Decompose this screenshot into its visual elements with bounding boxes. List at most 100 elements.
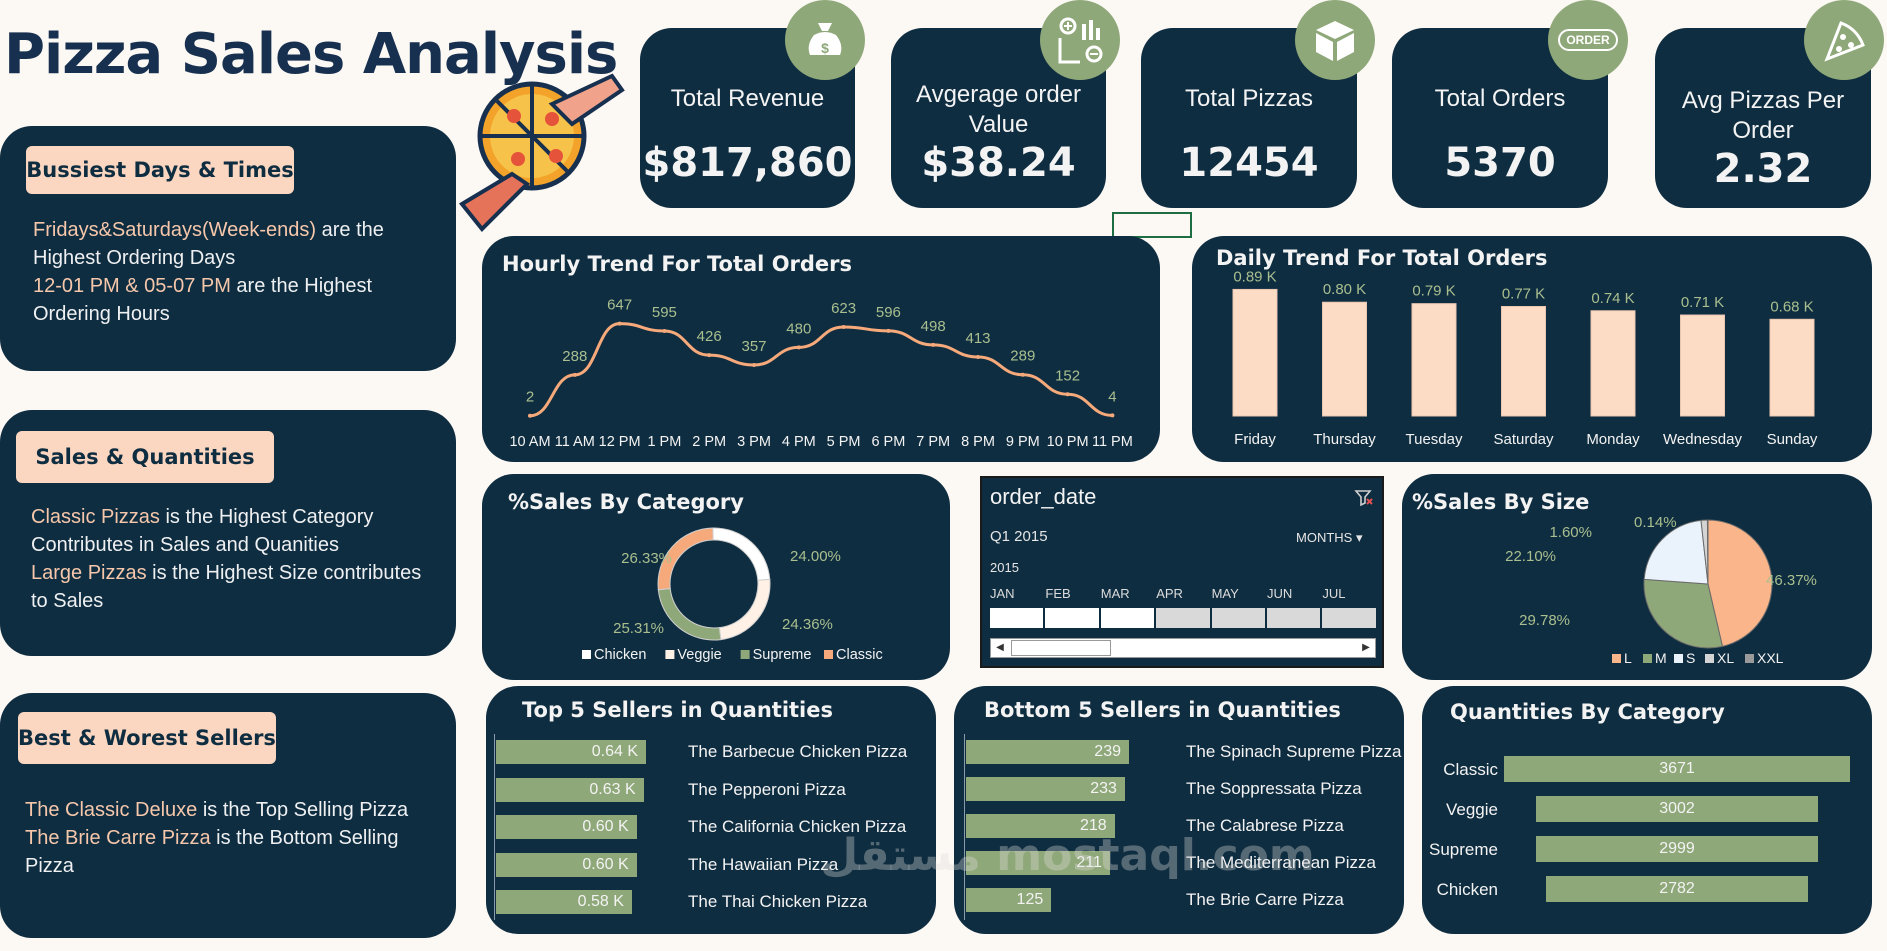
kpi-label: Total Orders (1434, 85, 1566, 112)
scroll-thumb[interactable] (1011, 640, 1111, 656)
slicer-month-label: MAR (1100, 586, 1130, 601)
cell-selection (1112, 212, 1192, 238)
slicer-month-cell[interactable] (1322, 608, 1376, 628)
hbar: 0.60 K (496, 815, 637, 839)
category-slice (657, 588, 722, 641)
slicer-level-dropdown[interactable]: MONTHS ▾ (1296, 530, 1363, 545)
hourly-point (931, 342, 936, 347)
slicer-month-cell[interactable] (1045, 608, 1099, 628)
kpi-value: 2.32 (1713, 146, 1813, 192)
daily-trend-chart: 0.89 K Friday 0.80 K Thursday 0.79 K Tuesday 0… (1232, 268, 1818, 448)
order-icon-text: ORDER (1558, 29, 1618, 51)
hbar: 0.58 K (496, 890, 632, 914)
size-slice (1643, 519, 1709, 585)
hbar: 218 (966, 814, 1115, 838)
category-qty-label: Classic (1443, 760, 1498, 779)
daily-tick-label: Sunday (1767, 431, 1818, 448)
daily-data-label: 0.80 K (1323, 281, 1366, 298)
hourly-point (1065, 392, 1070, 397)
category-data-label: 26.33% (621, 550, 672, 567)
watermark: مستقل mostaql.com (820, 830, 1315, 881)
money-bag-icon: $ (785, 0, 865, 80)
hourly-tick-label: 10 PM (1047, 434, 1089, 450)
category-legend-label: Veggie (677, 647, 721, 663)
hourly-point (662, 329, 667, 333)
hbar: 233 (966, 777, 1125, 801)
size-slice (1706, 519, 1709, 585)
hourly-point (617, 321, 622, 326)
category-slice (712, 527, 771, 581)
order-date-slicer[interactable] (980, 476, 1384, 668)
size-chart-title: %Sales By Size (1412, 490, 1590, 514)
kpi-label: Avg Pizzas Per Order (1681, 87, 1845, 144)
daily-data-label: 0.77 K (1502, 285, 1545, 302)
slicer-month-cell[interactable] (1211, 608, 1265, 628)
kpi-label: Total Pizzas (1184, 85, 1314, 112)
daily-tick-label: Tuesday (1406, 431, 1463, 448)
hourly-tick-label: 2 PM (692, 434, 726, 450)
slicer-month-cell[interactable] (990, 608, 1044, 628)
kpi-value: 5370 (1444, 140, 1556, 186)
hourly-tick-label: 3 PM (737, 434, 771, 450)
hourly-data-label: 413 (965, 330, 990, 347)
scroll-left-icon[interactable]: ◀ (996, 642, 1004, 653)
hourly-data-label: 4 (1108, 388, 1116, 405)
category-legend-swatch (665, 650, 675, 659)
size-legend-label: S (1686, 650, 1695, 666)
size-legend-label: L (1624, 650, 1632, 666)
insight-text-busiest: Fridays&Saturdays(Week-ends) are the Hig… (33, 219, 384, 325)
slicer-month-cell[interactable] (1267, 608, 1321, 628)
clear-filter-icon[interactable] (1354, 488, 1374, 508)
category-legend-swatch (824, 650, 833, 659)
category-slice (718, 578, 771, 641)
daily-bar (1680, 314, 1725, 417)
hbar: 0.64 K (496, 740, 646, 764)
hourly-tick-label: 11 PM (1092, 434, 1133, 450)
hourly-tick-label: 11 AM (555, 434, 595, 450)
size-data-label: 1.60% (1549, 524, 1592, 541)
hourly-tick-label: 10 AM (509, 434, 550, 450)
daily-bar (1411, 303, 1457, 417)
category-legend-label: Chicken (594, 647, 646, 663)
size-legend-label: M (1655, 650, 1667, 666)
scroll-right-icon[interactable]: ▶ (1362, 642, 1370, 653)
category-legend-label: Classic (836, 647, 883, 663)
sales-by-size-chart: 46.37% 29.78% 22.10% 1.60% 0.14% L M S XL XXL (1505, 514, 1817, 666)
category-chart-title: %Sales By Category (508, 490, 744, 514)
hourly-point (752, 363, 756, 367)
hourly-data-label: 2 (526, 389, 534, 406)
daily-tick-label: Friday (1234, 431, 1276, 448)
hbar: 211 (966, 851, 1110, 875)
category-slice (657, 527, 714, 591)
hourly-point (572, 372, 577, 377)
hourly-tick-label: 7 PM (916, 434, 950, 450)
kpi-value: $817,860 (642, 140, 853, 186)
size-legend-swatch (1643, 654, 1652, 663)
hourly-point (1020, 372, 1025, 377)
slicer-month-cell[interactable] (1100, 608, 1155, 628)
daily-tick-label: Monday (1586, 431, 1640, 448)
hbar: 125 (966, 888, 1052, 912)
sales-by-category-chart: 24.00% 24.36% 25.31% 26.33% Chicken Veggie Sup… (582, 527, 883, 663)
hbar-category-label: The Brie Carre Pizza (1186, 890, 1344, 909)
slicer-scrollbar[interactable]: ◀ ▶ (990, 638, 1376, 658)
category-qty-bar: 2782 (1545, 876, 1809, 902)
hbar-category-label: The Hawaiian Pizza (688, 854, 839, 874)
hourly-trend-chart: 2 10 AM 288 11 AM 647 12 PM 595 1 PM 426 2 PM 357 3… (509, 297, 1133, 450)
hourly-point (886, 328, 891, 333)
pizza-slice-icon (1804, 0, 1884, 80)
hourly-data-label: 152 (1055, 367, 1080, 384)
hourly-data-label: 426 (697, 328, 722, 345)
sales-by-size-card (1402, 474, 1872, 680)
hourly-point (841, 325, 846, 329)
hourly-tick-label: 6 PM (871, 434, 905, 450)
hourly-tick-label: 5 PM (827, 434, 861, 450)
top5-chart-title: Top 5 Sellers in Quantities (522, 698, 834, 722)
size-legend-label: XXL (1757, 650, 1784, 666)
category-qty-label: Supreme (1429, 840, 1498, 859)
slicer-period: Q1 2015 (990, 528, 1048, 545)
daily-data-label: 0.68 K (1770, 298, 1813, 315)
kpi-value: $38.24 (921, 140, 1076, 186)
hourly-tick-label: 1 PM (647, 434, 681, 450)
slicer-month-cell[interactable] (1156, 608, 1210, 628)
